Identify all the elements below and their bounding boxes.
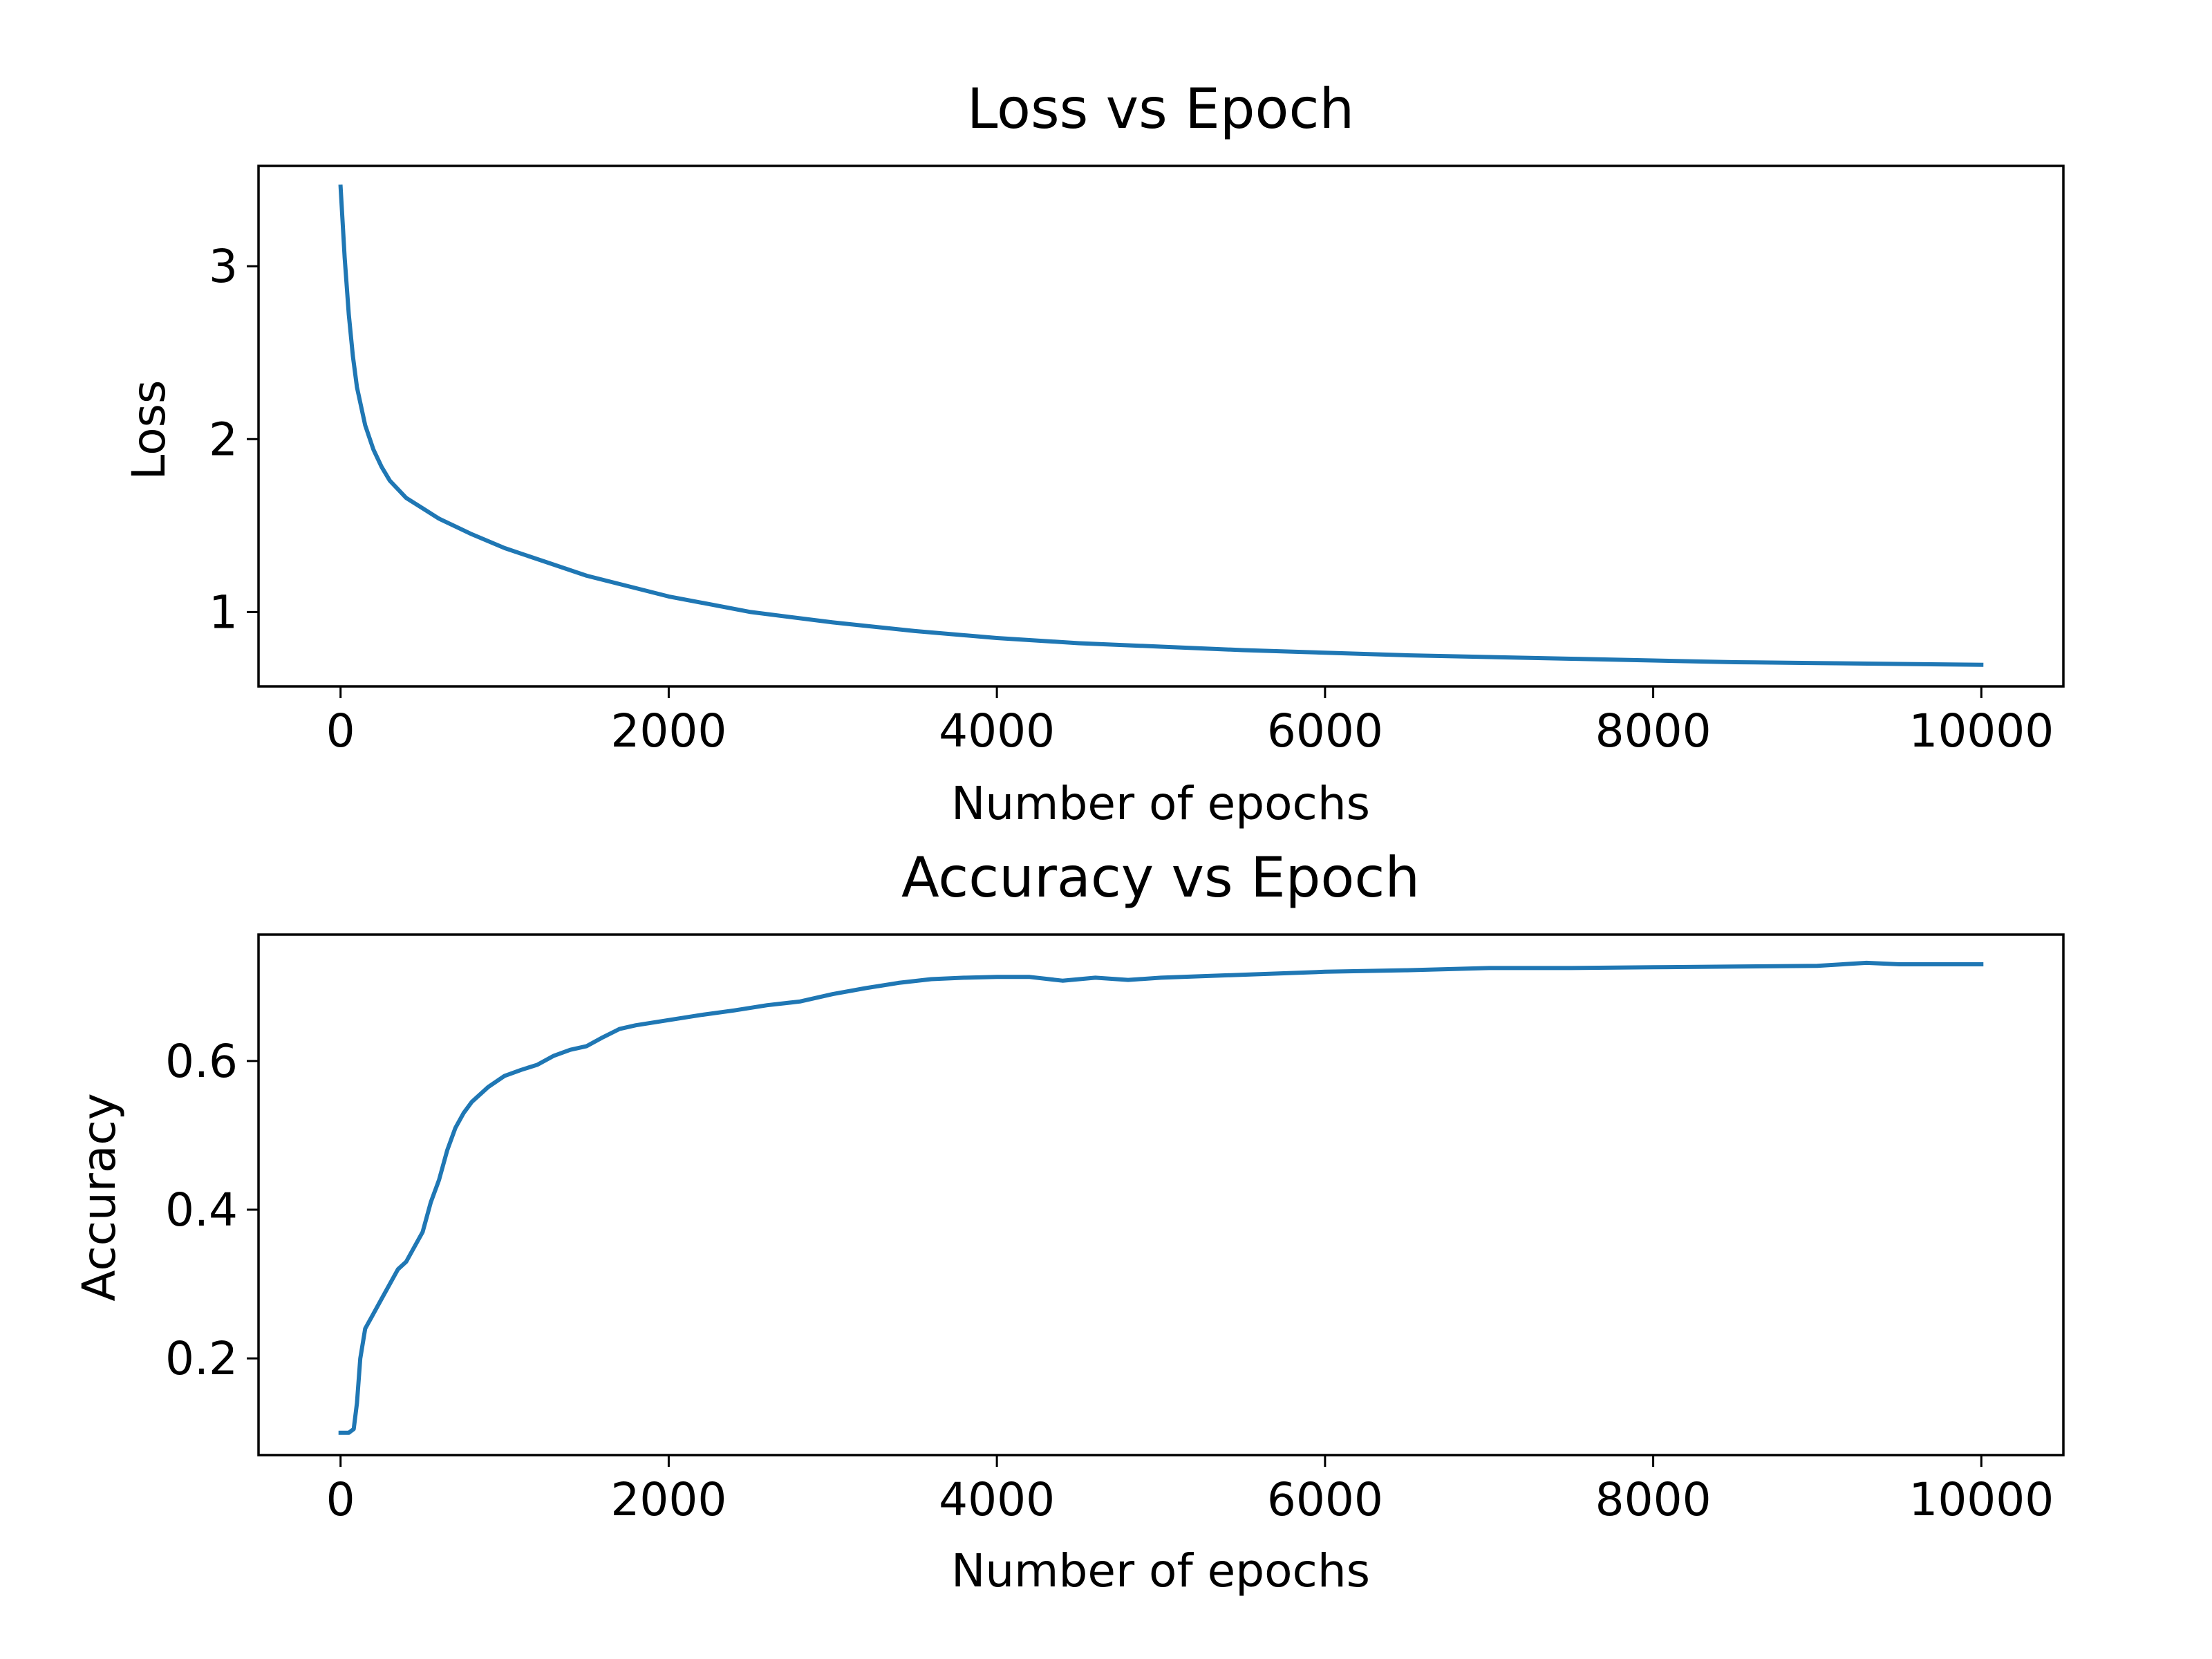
loss-axes-frame: [257, 165, 2065, 688]
accuracy-panel: Accuracy vs Epoch Number of epochs Accur…: [73, 845, 2065, 1597]
loss-x-tick-label: 8000: [1595, 704, 1712, 758]
loss-y-tick-label: 3: [209, 240, 238, 293]
loss-x-tick-label: 0: [326, 704, 355, 758]
loss-x-axis-label: Number of epochs: [951, 777, 1370, 830]
accuracy-y-tick-label: 0.4: [165, 1183, 238, 1237]
loss-series-line: [338, 184, 1984, 667]
accuracy-y-tick-label: 0.2: [165, 1332, 238, 1385]
accuracy-x-tick-label: 8000: [1595, 1473, 1712, 1526]
accuracy-x-axis-label: Number of epochs: [951, 1544, 1370, 1597]
loss-panel: Loss vs Epoch Number of epochs Loss 0 200…: [122, 77, 2065, 830]
loss-x-tick-label: 10000: [1909, 704, 2054, 758]
loss-y-tick-label: 1: [209, 585, 238, 639]
accuracy-axes-frame: [257, 933, 2065, 1456]
loss-x-tick-label: 6000: [1267, 704, 1383, 758]
accuracy-x-tick-label: 0: [326, 1473, 355, 1526]
loss-plot-area: 0 2000 4000 6000 8000 10000 1 2 3: [209, 165, 2065, 758]
loss-chart-title: Loss vs Epoch: [967, 77, 1354, 141]
loss-x-tick-label: 4000: [939, 704, 1055, 758]
loss-x-tick-label: 2000: [610, 704, 727, 758]
accuracy-y-tick-label: 0.6: [165, 1035, 238, 1088]
accuracy-x-tick-label: 4000: [939, 1473, 1055, 1526]
loss-y-axis-label: Loss: [122, 380, 176, 480]
accuracy-chart-title: Accuracy vs Epoch: [901, 845, 1420, 910]
accuracy-x-tick-label: 6000: [1267, 1473, 1383, 1526]
accuracy-y-axis-label: Accuracy: [73, 1093, 126, 1301]
accuracy-series-line: [338, 960, 1984, 1435]
loss-y-tick-label: 2: [209, 413, 238, 466]
accuracy-x-tick-label: 2000: [610, 1473, 727, 1526]
accuracy-x-tick-label: 10000: [1909, 1473, 2054, 1526]
accuracy-plot-area: 0 2000 4000 6000 8000 10000 0.2 0.4 0.6: [165, 933, 2065, 1526]
